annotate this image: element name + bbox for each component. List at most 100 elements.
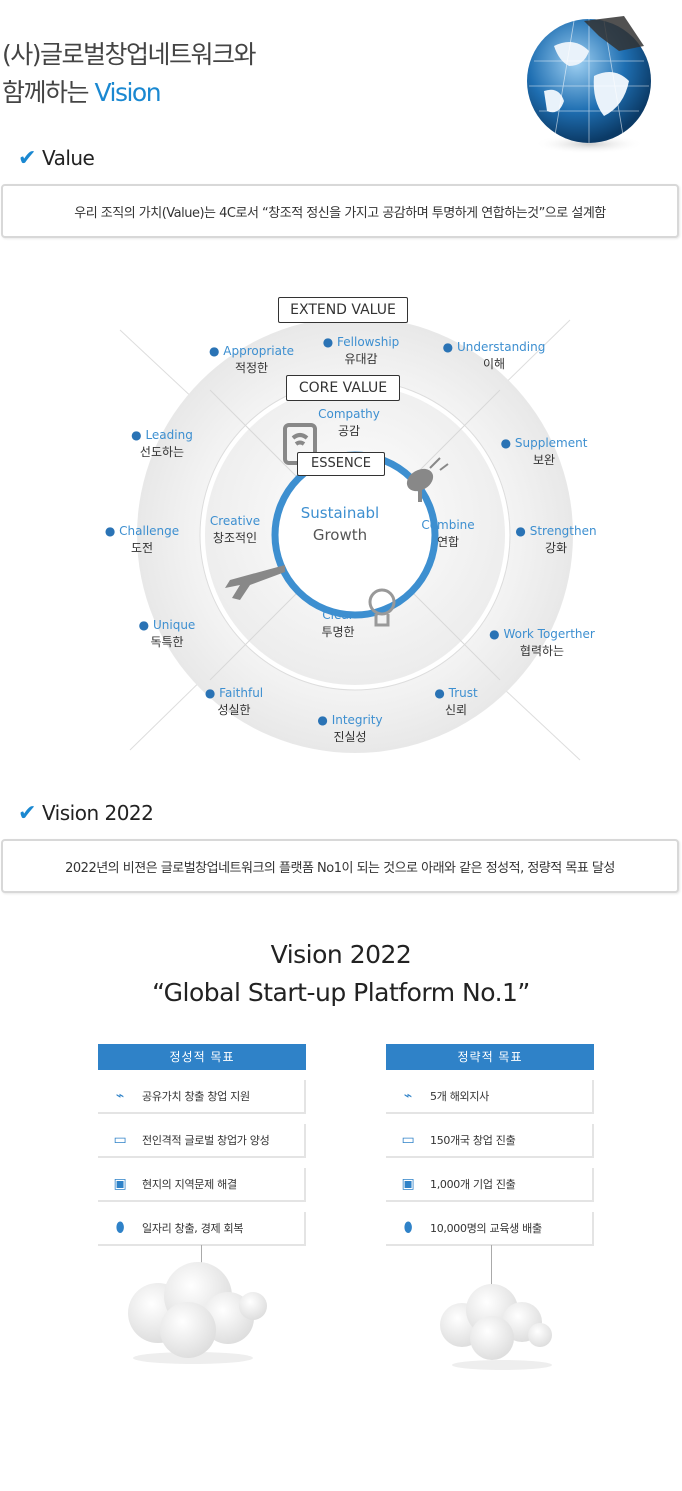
extend-item-ko: 도전 xyxy=(130,541,154,555)
cloud-icon xyxy=(440,1284,552,1370)
center-line2: Growth xyxy=(312,526,368,544)
extend-item-ko: 협력하는 xyxy=(519,644,565,658)
extend-item-ko: 적정한 xyxy=(234,361,269,375)
usb-icon: ⌁ xyxy=(403,1088,413,1104)
vision-subtitle: “Global Start-up Platform No.1” xyxy=(152,978,530,1007)
extend-item-en: Appropriate xyxy=(223,344,295,358)
extend-item-ko: 신뢰 xyxy=(444,703,468,717)
center-line1: Sustainabl xyxy=(300,504,380,522)
title-accent: Vision xyxy=(94,78,161,107)
vision-heading: ✔ Vision 2022 xyxy=(18,801,154,826)
goal-item-label: 150개국 창업 진출 xyxy=(430,1134,516,1147)
extend-item-faithful: ● Faithful 성실한 xyxy=(198,685,270,719)
core-value-label: CORE VALUE xyxy=(286,375,400,401)
extend-item-en: Unique xyxy=(152,618,196,632)
extend-item-ko: 유대감 xyxy=(344,352,378,366)
folder-icon: ▭ xyxy=(113,1132,127,1148)
mouse-icon: ⬮ xyxy=(115,1220,125,1236)
value-diagram xyxy=(119,317,581,761)
extend-item-integrity: ● Integrity 진실성 xyxy=(314,712,386,746)
core-item-en: Combine xyxy=(421,518,475,532)
extend-item-supplement: ● Supplement 보완 xyxy=(498,435,590,469)
goal-item: ▣ 1,000개 기업 진출 xyxy=(386,1168,594,1202)
center-label: Sustainabl Growth xyxy=(280,502,400,546)
vision-description: 2022년의 비젼은 글로벌창업네트워크의 플랫폼 No1이 되는 것으로 아래… xyxy=(65,860,615,876)
goal-item: ⌁ 공유가치 창출 창업 지원 xyxy=(98,1080,306,1114)
extend-item-fellowship: ● Fellowship 유대감 xyxy=(316,334,406,368)
goal-item: ⬮ 10,000명의 교육생 배출 xyxy=(386,1212,594,1246)
qualitative-goals: 정성적 목표 ⌁ 공유가치 창출 창업 지원 ▭ 전인격적 글로벌 창업가 양성 ▣… xyxy=(98,1044,306,1246)
goal-item: ▭ 전인격적 글로벌 창업가 양성 xyxy=(98,1124,306,1158)
save-icon: ▣ xyxy=(401,1176,415,1192)
goal-item-label: 1,000개 기업 진출 xyxy=(430,1178,516,1191)
usb-icon: ⌁ xyxy=(115,1088,125,1104)
value-heading: ✔ Value xyxy=(18,146,95,171)
extend-item-leading: ● Leading 선도하는 xyxy=(122,427,202,461)
extend-item-strengthen: ● Strengthen 강화 xyxy=(512,523,600,557)
extend-item-appropriate: ● Appropriate 적정한 xyxy=(204,343,299,377)
value-heading-label: Value xyxy=(41,146,95,170)
goal-item: ▣ 현지의 지역문제 해결 xyxy=(98,1168,306,1202)
extend-item-ko: 강화 xyxy=(544,541,568,555)
check-icon: ✔ xyxy=(18,146,36,171)
cloud-icon xyxy=(128,1262,267,1364)
save-icon: ▣ xyxy=(113,1176,127,1192)
mouse-icon: ⬮ xyxy=(403,1220,413,1236)
quantitative-goals-heading: 정략적 목표 xyxy=(386,1044,594,1070)
qualitative-goals-heading: 정성적 목표 xyxy=(98,1044,306,1070)
string-line xyxy=(491,1245,492,1290)
extend-item-en: Supplement xyxy=(514,436,588,450)
string-line xyxy=(201,1245,202,1275)
vision-heading-label: Vision 2022 xyxy=(41,801,154,825)
quantitative-goals: 정략적 목표 ⌁ 5개 해외지사 ▭ 150개국 창업 진출 ▣ 1,000개 기업 … xyxy=(386,1044,594,1246)
title-prefix: 함께하는 xyxy=(2,78,95,107)
extend-item-en: Integrity xyxy=(331,713,383,727)
core-item-clear: Clear 투명한 xyxy=(302,607,374,641)
extend-item-en: Challenge xyxy=(119,524,180,538)
extend-item-en: Leading xyxy=(145,428,193,442)
core-item-ko: 공감 xyxy=(337,424,361,438)
essence-label: ESSENCE xyxy=(297,452,385,476)
extend-item-en: Fellowship xyxy=(337,335,400,349)
goal-item: ⬮ 일자리 창출, 경제 회복 xyxy=(98,1212,306,1246)
core-item-en: Creative xyxy=(209,514,261,528)
extend-item-en: Faithful xyxy=(219,686,264,700)
extend-item-work-together: ● Work Togerther 협력하는 xyxy=(486,626,598,660)
folder-icon: ▭ xyxy=(401,1132,415,1148)
vision-description-box: 2022년의 비젼은 글로벌창업네트워크의 플랫폼 No1이 되는 것으로 아래… xyxy=(1,839,679,893)
satellite-icon xyxy=(406,457,449,502)
core-item-ko: 연합 xyxy=(436,535,460,549)
core-item-combine: Combine 연합 xyxy=(412,517,484,551)
value-description-box: 우리 조직의 가치(Value)는 4C로서 “창조적 정신을 가지고 공감하며… xyxy=(1,184,679,238)
vision-title: Vision 2022 xyxy=(270,940,412,969)
globe-icon xyxy=(527,16,651,154)
extend-value-label: EXTEND VALUE xyxy=(278,297,408,323)
airplane-icon xyxy=(225,565,285,600)
page-title-line1: (사)글로벌창업네트워크와 xyxy=(2,40,257,69)
core-item-compathy: Compathy 공감 xyxy=(304,406,394,440)
goal-item-label: 10,000명의 교육생 배출 xyxy=(430,1222,542,1235)
goal-item-label: 전인격적 글로벌 창업가 양성 xyxy=(142,1134,270,1147)
page-title-line2: 함께하는 Vision xyxy=(2,76,162,110)
extend-item-ko: 성실한 xyxy=(217,703,251,717)
core-item-ko: 창조적인 xyxy=(212,531,258,545)
goal-item: ⌁ 5개 해외지사 xyxy=(386,1080,594,1114)
extend-item-trust: ● Trust 신뢰 xyxy=(426,685,486,719)
extend-item-understanding: ● Understanding 이해 xyxy=(434,339,554,373)
goal-item-label: 현지의 지역문제 해결 xyxy=(142,1178,237,1191)
extend-item-ko: 독특한 xyxy=(150,635,184,649)
extend-item-en: Work Togerther xyxy=(503,627,595,641)
goal-item: ▭ 150개국 창업 진출 xyxy=(386,1124,594,1158)
extend-item-ko: 진실성 xyxy=(333,730,367,744)
core-item-en: Clear xyxy=(322,608,354,622)
extend-item-unique: ● Unique 독특한 xyxy=(132,617,202,651)
extend-item-ko: 이해 xyxy=(482,357,506,371)
check-icon: ✔ xyxy=(18,801,36,826)
value-description: 우리 조직의 가치(Value)는 4C로서 “창조적 정신을 가지고 공감하며… xyxy=(74,205,606,221)
extend-item-ko: 보완 xyxy=(532,453,556,467)
lightbulb-icon xyxy=(368,588,396,627)
goal-item-label: 일자리 창출, 경제 회복 xyxy=(142,1222,244,1235)
core-item-creative: Creative 창조적인 xyxy=(196,513,274,547)
extend-item-ko: 선도하는 xyxy=(139,445,185,459)
core-item-en: Compathy xyxy=(318,407,380,421)
